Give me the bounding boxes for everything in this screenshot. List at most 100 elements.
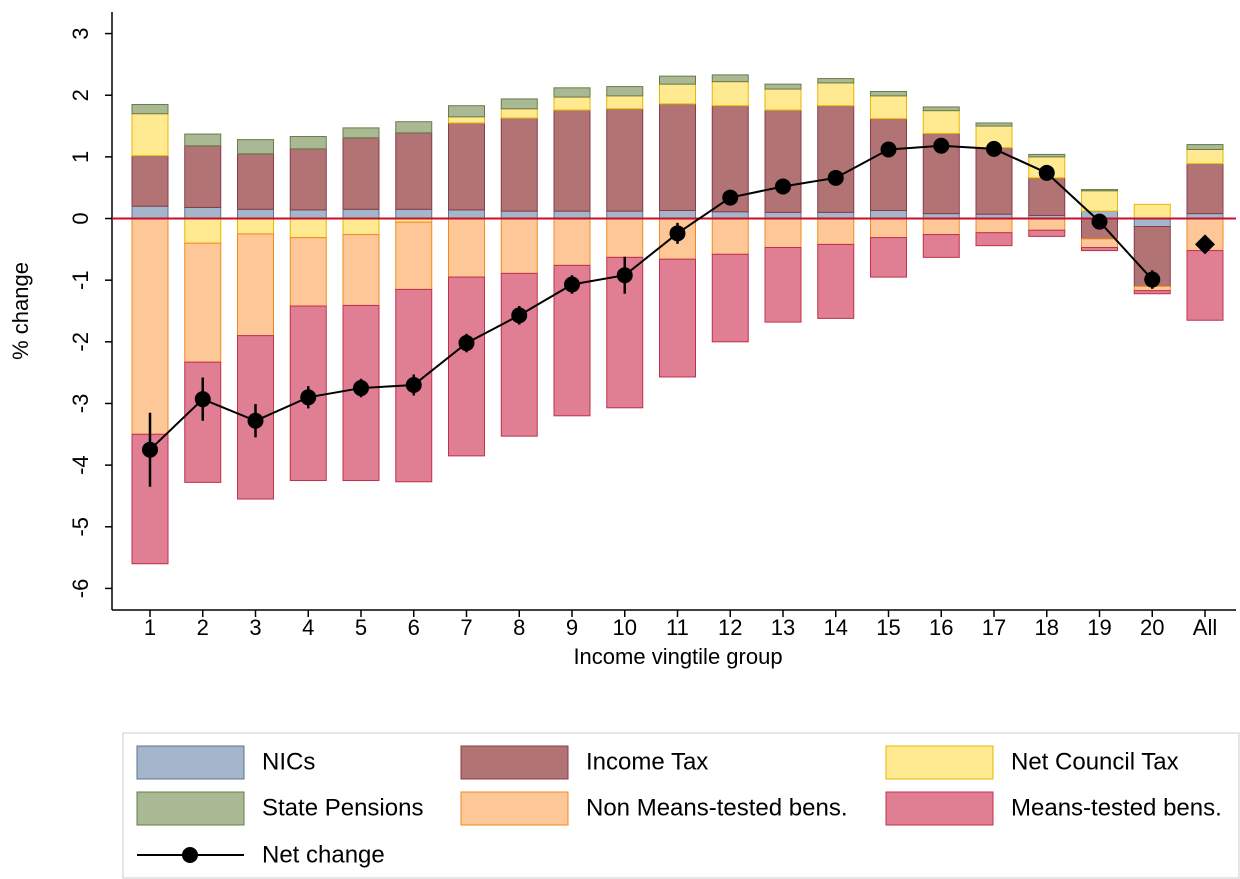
net-change-point (247, 412, 264, 429)
legend-label: Means-tested bens. (1011, 794, 1222, 821)
bar-segment (500, 108, 538, 119)
x-tick-label: 7 (460, 615, 472, 640)
bar-segment (975, 232, 1013, 247)
bar-segment (448, 218, 485, 278)
bar-segment (975, 122, 1013, 127)
bar-segment (764, 83, 802, 90)
bar-segment (1081, 238, 1118, 249)
bar-segment (395, 132, 433, 210)
y-axis-label: % change (8, 262, 33, 360)
y-tick-label: -3 (68, 394, 93, 414)
x-tick-label: 19 (1087, 615, 1111, 640)
bar-segment (1133, 290, 1171, 295)
bar-segment (500, 210, 538, 220)
x-tick-label: 8 (513, 615, 525, 640)
net-change-point (827, 169, 844, 186)
bar-segment (395, 121, 433, 134)
y-tick-label: 0 (68, 212, 93, 224)
bar-segment (289, 136, 327, 150)
x-tick-label: 15 (876, 615, 900, 640)
x-tick-label: 4 (302, 615, 314, 640)
net-change-point (564, 276, 580, 293)
bar-segment (553, 210, 591, 220)
x-tick-label: 1 (144, 615, 156, 640)
bar-segment (1028, 229, 1066, 237)
bar-segment (448, 276, 485, 457)
bar-segment (606, 86, 644, 97)
legend-label: Net change (262, 841, 385, 868)
bar-segment (870, 210, 907, 220)
x-tick-label: 10 (613, 615, 637, 640)
net-change-point (775, 178, 791, 195)
bar-segment (922, 234, 960, 258)
x-axis-label: Income vingtile group (573, 644, 782, 669)
bar-segment (131, 433, 169, 565)
bar-segment (448, 116, 485, 124)
bar-segment (711, 81, 749, 107)
x-tick-label: 2 (197, 615, 209, 640)
bar-segment (131, 218, 169, 435)
bar-segment (1186, 250, 1224, 321)
legend-label: Non Means-tested bens. (586, 794, 847, 821)
legend-swatch (885, 745, 994, 780)
summary-marker (1195, 234, 1215, 255)
bar-segment (1133, 203, 1171, 220)
bar-segment (1081, 190, 1118, 212)
bar-segment (975, 218, 1013, 234)
legend-swatch (136, 745, 245, 780)
legend-label: State Pensions (262, 794, 423, 821)
bar-segment (500, 272, 538, 437)
x-tick-label: 9 (566, 615, 578, 640)
x-tick-label: 20 (1140, 615, 1164, 640)
bar-segment (659, 103, 696, 212)
bar-segment (817, 243, 855, 319)
bar-segment (817, 78, 855, 84)
bar-segment (711, 218, 749, 255)
net-change-point (669, 225, 686, 242)
bar-segment (606, 210, 644, 220)
bar-segment (1186, 144, 1224, 150)
bar-segment (237, 208, 274, 220)
net-change-point (1091, 213, 1108, 230)
bar-segment (817, 218, 855, 245)
bar-segment (184, 133, 222, 147)
net-change-point (616, 267, 633, 284)
bar-segment (289, 237, 327, 307)
bar-segment (500, 117, 538, 212)
bar-segment (289, 148, 327, 211)
bar-segment (922, 106, 960, 112)
net-change-point (1038, 164, 1055, 181)
bar-segment (817, 82, 855, 107)
net-change-point (722, 189, 739, 206)
y-tick-label: 1 (68, 151, 93, 163)
bar-segment (870, 218, 907, 239)
legend-label: Income Tax (586, 748, 708, 775)
net-change-point (142, 441, 158, 458)
legend-swatch (136, 791, 245, 826)
net-change-point (933, 137, 950, 154)
legend-marker (182, 847, 198, 863)
bar-segment (764, 247, 802, 323)
x-tick-label: 17 (982, 615, 1006, 640)
bar-segment (1028, 153, 1066, 158)
bar-segment (131, 103, 169, 115)
x-tick-label: 6 (408, 615, 420, 640)
bar-segment (184, 206, 222, 220)
net-change-point (986, 140, 1002, 157)
bar-segment (342, 234, 380, 306)
bar-segment (500, 98, 538, 110)
bar-segment (1081, 189, 1118, 192)
x-tick-label: 13 (771, 615, 795, 640)
y-tick-label: -1 (68, 270, 93, 290)
bar-segment (659, 210, 696, 220)
bar-segment (131, 205, 169, 220)
bar-segment (711, 253, 749, 343)
bar-segment (342, 137, 380, 210)
bar-segment (1081, 247, 1118, 252)
x-tick-label: 5 (355, 615, 367, 640)
bar-segment (764, 88, 802, 111)
legend-swatch (885, 791, 994, 826)
legend-label: Net Council Tax (1011, 748, 1179, 775)
bar-segment (922, 110, 960, 134)
